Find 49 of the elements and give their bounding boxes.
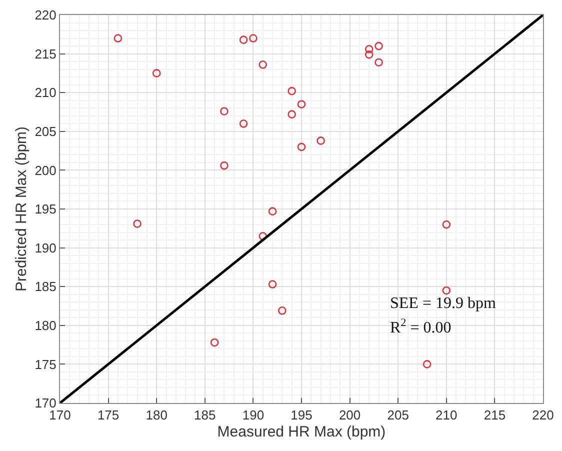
annotation: SEE = 19.9 bpm [390,295,496,312]
point [152,69,161,78]
point [268,280,277,288]
point [442,220,451,229]
y-tick-label: 190 [34,240,56,256]
point [364,44,374,54]
point [278,306,286,315]
point [258,60,268,69]
point [220,107,228,116]
point [374,42,383,50]
x-tick-label: 205 [387,408,409,423]
x-tick-label: 195 [290,408,312,423]
point [364,50,374,59]
point [249,34,258,42]
point [210,338,219,347]
point [374,58,383,66]
y-tick-label: 210 [34,85,56,100]
point [239,119,248,128]
y-tick-label: 200 [34,162,56,178]
point [297,142,306,152]
y-tick-label: 180 [34,318,56,333]
y-tick-label: 175 [34,356,56,372]
x-tick-label: 190 [242,408,264,423]
point [442,286,451,295]
point [297,100,306,108]
y-tick-label: 220 [34,8,56,23]
annotation: R$^{2}$ = 0.00 [390,317,452,337]
x-tick-label: 180 [146,408,168,423]
x-tick-label: 220 [532,408,554,423]
x-tick-label: 215 [484,408,506,423]
y-tick-label: 195 [34,202,56,217]
point [239,36,248,44]
x-tick-label: 210 [436,408,458,423]
point [220,161,228,170]
x-axis-title: Measured HR Max (bpm) [217,424,386,441]
point [288,110,296,118]
point [268,207,277,216]
point [133,220,142,228]
x-tick-label: 200 [338,408,361,423]
y-tick-label: 215 [34,46,56,62]
point [114,34,122,42]
point [422,360,432,368]
x-tick-label: 185 [194,408,216,423]
y-axis-title: Predicted HR Max (bpm) [12,126,30,292]
y-tick-label: 205 [34,124,56,139]
point [288,86,296,96]
x-tick-label: 175 [97,408,120,423]
y-tick-label: 185 [34,279,56,294]
point [316,136,325,145]
